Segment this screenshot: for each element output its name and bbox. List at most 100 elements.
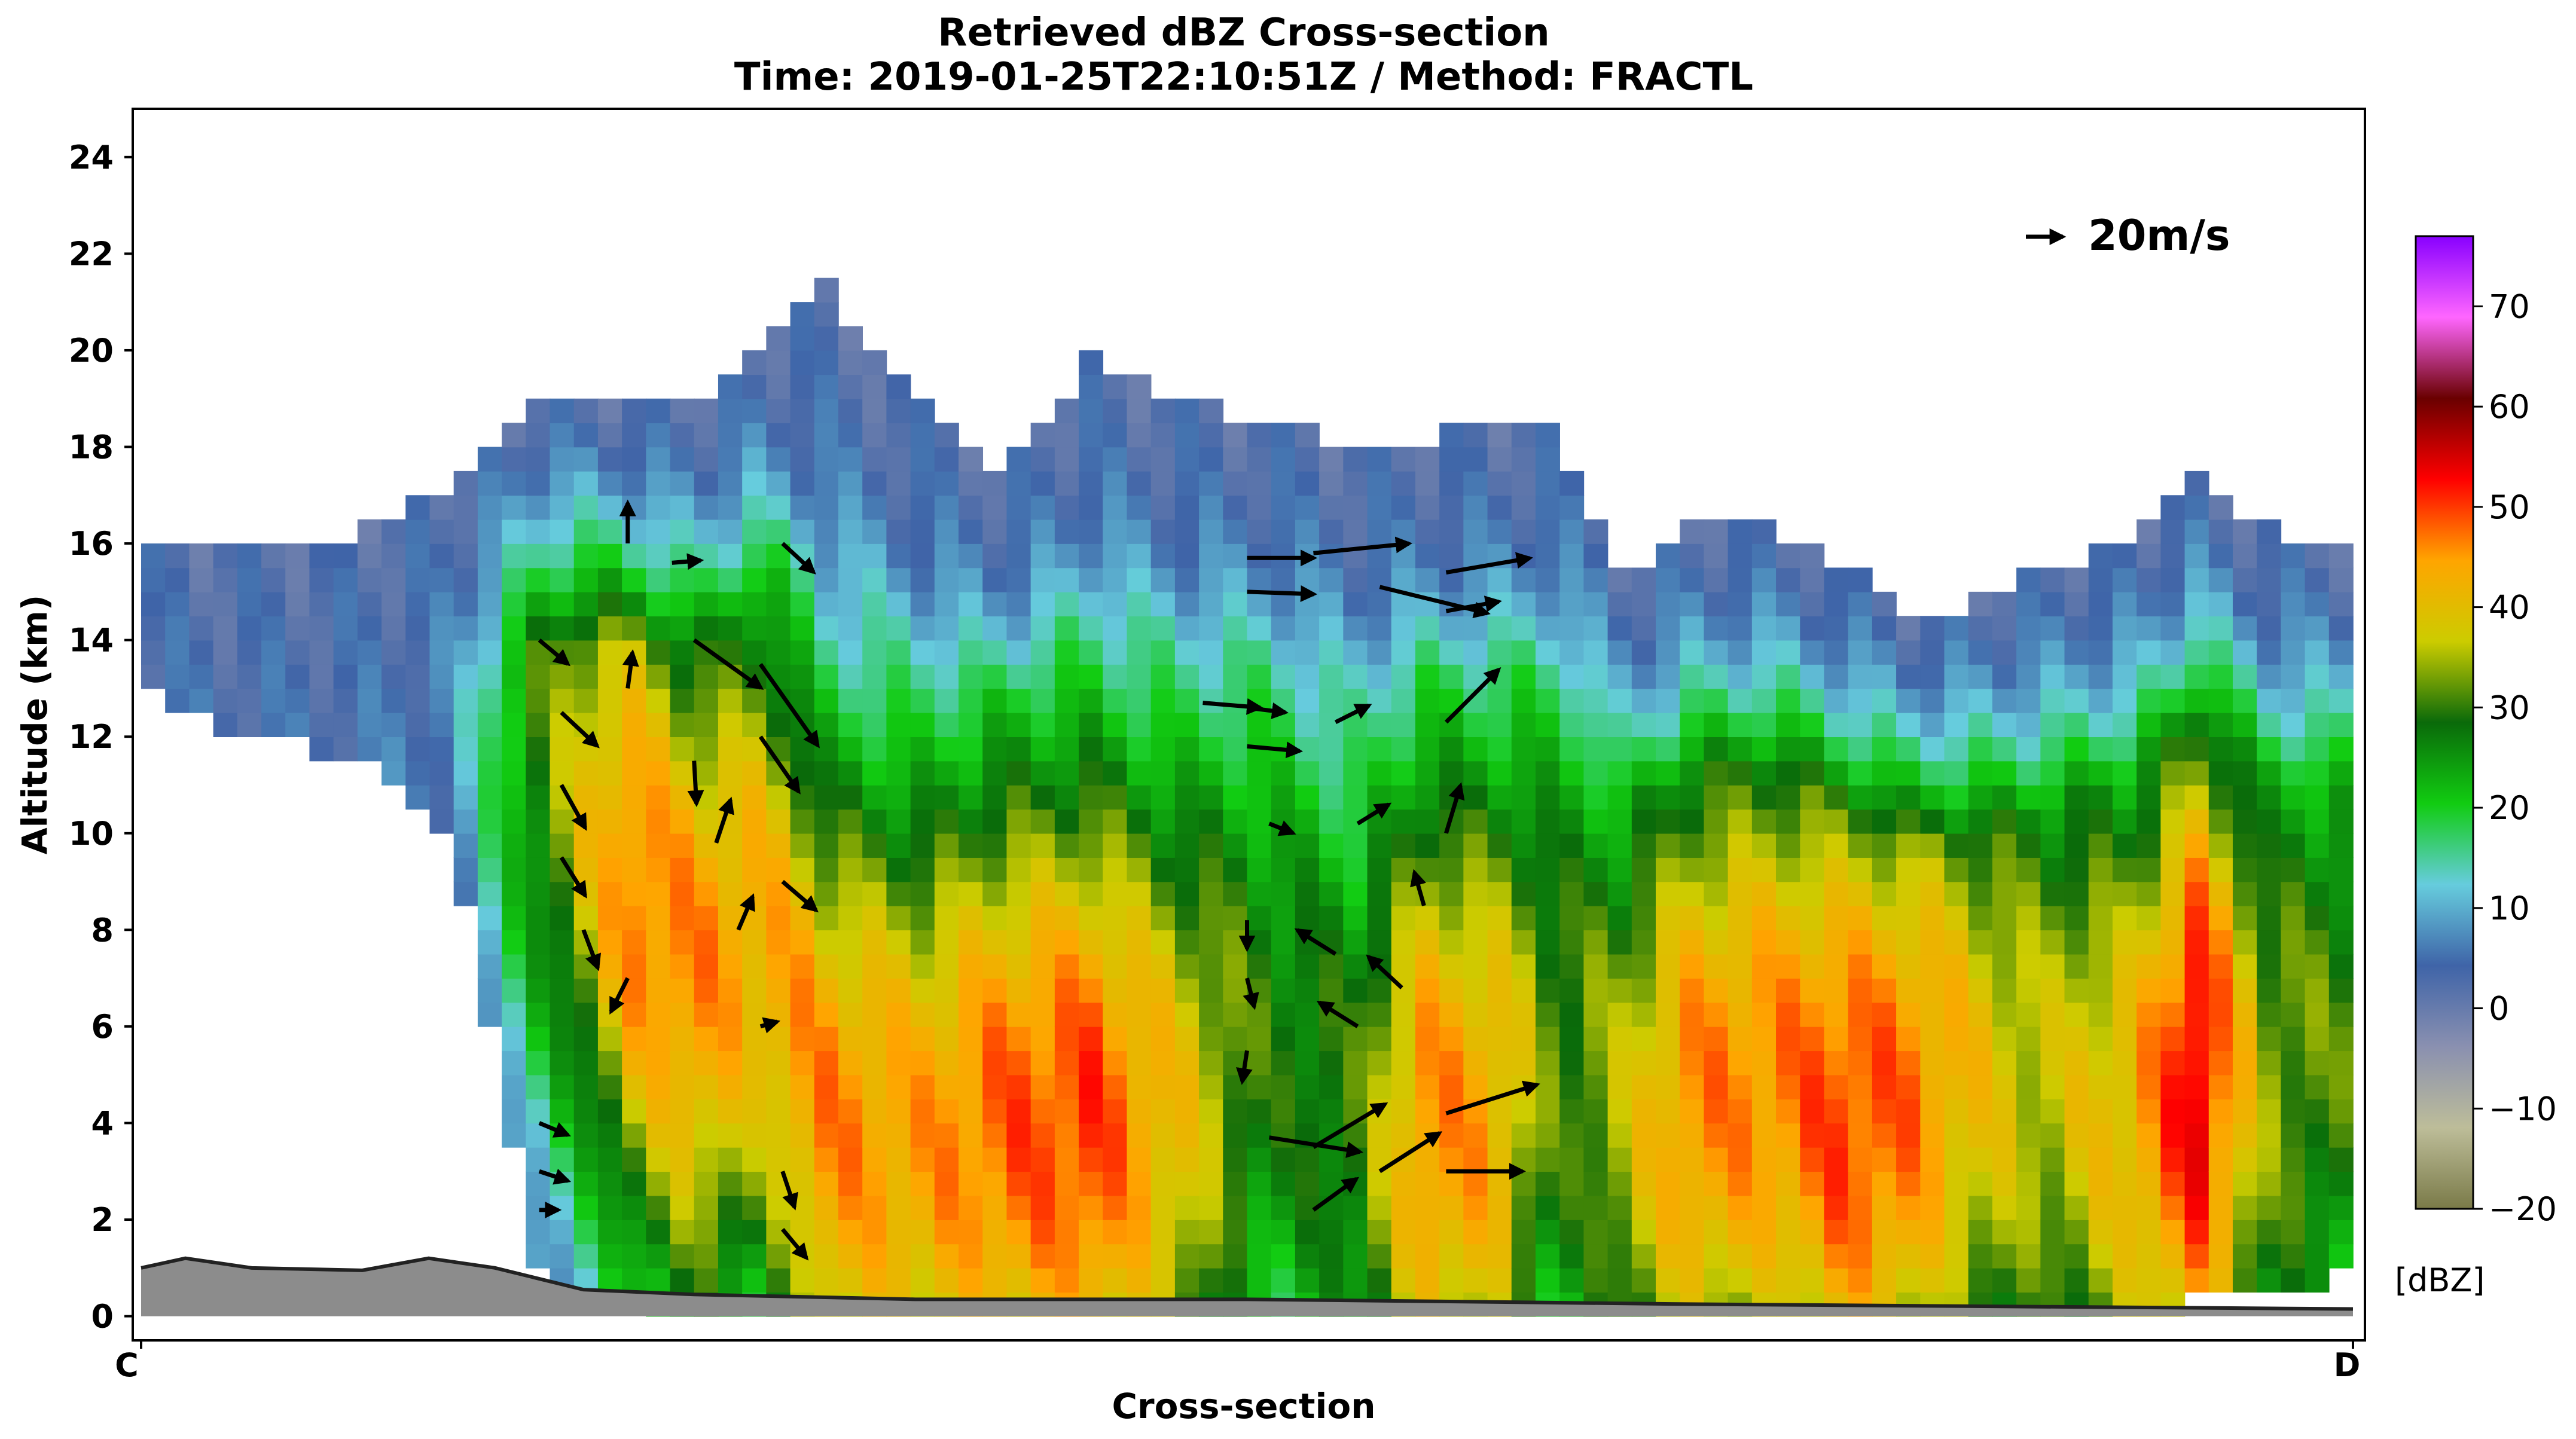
- heatmap-cell: [550, 399, 575, 423]
- heatmap-cell: [1512, 785, 1536, 809]
- heatmap-cell: [646, 1003, 670, 1027]
- heatmap-cell: [742, 520, 767, 544]
- heatmap-cell: [1559, 1050, 1584, 1075]
- heatmap-cell: [766, 1147, 790, 1172]
- heatmap-cell: [1103, 713, 1127, 737]
- heatmap-cell: [1680, 930, 1704, 954]
- heatmap-cell: [1151, 713, 1176, 737]
- heatmap-cell: [1151, 567, 1176, 592]
- heatmap-cell: [646, 616, 670, 640]
- heatmap-cell: [1006, 616, 1031, 640]
- heatmap-cell: [1391, 1196, 1416, 1220]
- heatmap-cell: [1055, 930, 1079, 954]
- heatmap-cell: [1127, 592, 1151, 616]
- heatmap-cell: [622, 1026, 646, 1051]
- heatmap-cell: [1391, 713, 1416, 737]
- heatmap-cell: [2040, 592, 2065, 616]
- heatmap-cell: [1583, 664, 1608, 689]
- heatmap-cell: [1992, 664, 2017, 689]
- heatmap-cell: [1127, 1099, 1151, 1123]
- heatmap-cell: [2305, 737, 2330, 761]
- heatmap-cell: [1848, 640, 1873, 665]
- heatmap-cell: [1391, 761, 1416, 786]
- heatmap-cell: [1175, 954, 1200, 979]
- heatmap-cell: [1463, 1026, 1488, 1051]
- heatmap-cell: [1271, 1220, 1296, 1244]
- heatmap-cell: [1319, 833, 1344, 858]
- heatmap-cell: [2257, 713, 2281, 737]
- heatmap-cell: [1247, 1244, 1272, 1268]
- heatmap-cell: [1199, 592, 1223, 616]
- heatmap-cell: [935, 567, 959, 592]
- heatmap-cell: [1800, 664, 1824, 689]
- y-tick-label: 24: [69, 139, 114, 176]
- heatmap-cell: [1728, 713, 1753, 737]
- heatmap-cell: [1920, 1003, 1945, 1027]
- heatmap-cell: [2040, 785, 2065, 809]
- heatmap-cell: [766, 954, 790, 979]
- heatmap-cell: [1415, 1075, 1440, 1099]
- heatmap-cell: [165, 543, 190, 568]
- heatmap-cell: [1872, 930, 1897, 954]
- heatmap-cell: [405, 640, 430, 665]
- heatmap-cell: [1656, 1171, 1680, 1196]
- heatmap-cell: [1271, 857, 1296, 882]
- heatmap-cell: [911, 1220, 935, 1244]
- heatmap-cell: [1103, 882, 1127, 906]
- heatmap-cell: [2089, 906, 2113, 930]
- heatmap-cell: [358, 688, 382, 713]
- heatmap-cell: [1536, 1244, 1560, 1268]
- heatmap-cell: [1175, 423, 1200, 447]
- heatmap-cell: [1608, 592, 1632, 616]
- heatmap-cell: [1704, 809, 1728, 833]
- heatmap-cell: [694, 1075, 719, 1099]
- heatmap-cell: [838, 785, 863, 809]
- heatmap-cell: [1920, 1171, 1945, 1196]
- heatmap-cell: [478, 785, 502, 809]
- heatmap-cell: [1319, 857, 1344, 882]
- heatmap-cell: [1608, 906, 1632, 930]
- y-tick-label: 16: [69, 525, 114, 563]
- heatmap-cell: [2089, 1268, 2113, 1293]
- heatmap-cell: [2185, 761, 2209, 786]
- heatmap-cell: [1079, 471, 1103, 496]
- heatmap-cell: [1488, 1123, 1512, 1147]
- heatmap-cell: [1199, 688, 1223, 713]
- heatmap-cell: [1992, 1099, 2017, 1123]
- heatmap-cell: [165, 664, 190, 689]
- heatmap-cell: [454, 640, 478, 665]
- heatmap-cell: [1079, 761, 1103, 786]
- heatmap-cell: [1776, 1050, 1800, 1075]
- heatmap-cell: [1295, 882, 1320, 906]
- heatmap-cell: [1368, 978, 1392, 1003]
- heatmap-cell: [1151, 1196, 1176, 1220]
- heatmap-cell: [862, 761, 887, 786]
- heatmap-cell: [1439, 761, 1464, 786]
- heatmap-cell: [1632, 1147, 1656, 1172]
- heatmap-cell: [886, 1075, 911, 1099]
- heatmap-cell: [622, 1244, 646, 1268]
- wind-vector: [672, 560, 701, 563]
- heatmap-cell: [2257, 567, 2281, 592]
- heatmap-cell: [1368, 640, 1392, 665]
- heatmap-cell: [1968, 1147, 1993, 1172]
- heatmap-cell: [1632, 930, 1656, 954]
- heatmap-cell: [1488, 713, 1512, 737]
- heatmap-cell: [1391, 471, 1416, 496]
- heatmap-cell: [1415, 495, 1440, 520]
- heatmap-cell: [862, 978, 887, 1003]
- heatmap-cell: [766, 1075, 790, 1099]
- heatmap-cell: [646, 882, 670, 906]
- heatmap-cell: [1391, 833, 1416, 858]
- heatmap-cell: [1944, 1050, 1968, 1075]
- heatmap-cell: [405, 495, 430, 520]
- heatmap-cell: [1488, 640, 1512, 665]
- heatmap-cell: [1031, 640, 1055, 665]
- heatmap-cell: [1944, 978, 1968, 1003]
- heatmap-cell: [2233, 592, 2257, 616]
- heatmap-cell: [790, 1123, 815, 1147]
- heatmap-cell: [478, 930, 502, 954]
- heatmap-cell: [814, 592, 839, 616]
- heatmap-cell: [2185, 809, 2209, 833]
- heatmap-cell: [1536, 906, 1560, 930]
